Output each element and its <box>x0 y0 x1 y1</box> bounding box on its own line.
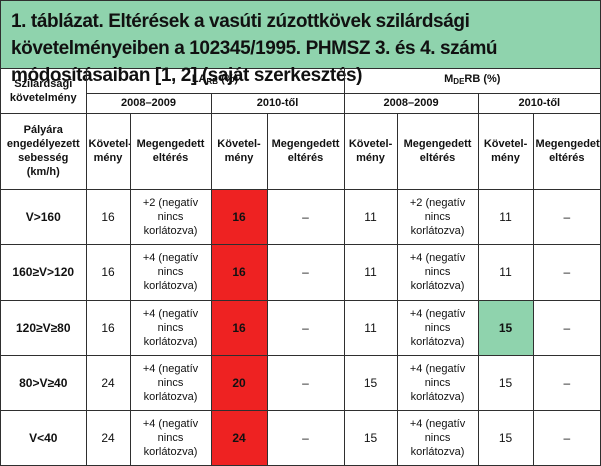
cell: 24 <box>85 354 131 411</box>
speed-cell: 80>V≥40 <box>1 354 87 411</box>
cell: 11 <box>477 243 534 301</box>
la-period-2008: 2008–2009 <box>86 92 212 114</box>
cell: 16 <box>85 188 131 245</box>
cell: +2 (negatív nincs korlátozva) <box>396 188 479 245</box>
header-row-2: 2008–2009 2010-től 2008–2009 2010-től <box>1 92 600 114</box>
col-deviation: Megengedett eltérés <box>532 112 600 190</box>
cell: – <box>532 243 600 301</box>
cell: +4 (negatív nincs korlátozva) <box>396 299 479 356</box>
requirement-header: Szilárdsági követelmény <box>1 69 87 114</box>
la-period-2010: 2010-től <box>210 92 345 114</box>
cell: – <box>532 299 600 356</box>
speed-cell: 160≥V>120 <box>1 243 87 301</box>
cell: 16 <box>85 299 131 356</box>
highlighted-cell: 24 <box>210 409 268 465</box>
table-row: V>160 16 +2 (negatív nincs korlátozva) 1… <box>1 188 600 245</box>
cell: 15 <box>477 409 534 465</box>
cell: +4 (negatív nincs korlátozva) <box>129 243 212 301</box>
speed-header: Pályára engedélyezett sebesség (km/h) <box>1 112 87 190</box>
cell: 16 <box>85 243 131 301</box>
cell: 15 <box>477 354 534 411</box>
cell: – <box>266 354 345 411</box>
table-row: 80>V≥40 24 +4 (negatív nincs korlátozva)… <box>1 354 600 411</box>
highlighted-cell: 20 <box>210 354 268 411</box>
col-deviation: Megengedett eltérés <box>266 112 345 190</box>
cell: 24 <box>85 409 131 465</box>
cell: +4 (negatív nincs korlátozva) <box>396 243 479 301</box>
mde-period-2010: 2010-től <box>477 92 600 114</box>
header-row-3: Pályára engedélyezett sebesség (km/h) Kö… <box>1 112 600 190</box>
la-header: LARB (%) <box>85 69 345 94</box>
cell: +2 (negatív nincs korlátozva) <box>129 188 212 245</box>
cell: 11 <box>477 188 534 245</box>
cell: – <box>532 409 600 465</box>
cell: – <box>266 188 345 245</box>
table-caption: 1. táblázat. Eltérések a vasúti zúzottkö… <box>1 1 600 86</box>
cell: – <box>532 354 600 411</box>
cell: – <box>266 409 345 465</box>
col-requirement: Követel-mény <box>343 112 398 190</box>
cell: 15 <box>343 354 398 411</box>
col-deviation: Megengedett eltérés <box>396 112 479 190</box>
table-row: 160≥V>120 16 +4 (negatív nincs korlátozv… <box>1 243 600 301</box>
requirements-table: Szilárdsági követelmény LARB (%) MDERB (… <box>1 69 600 465</box>
cell: 11 <box>343 299 398 356</box>
cell: 11 <box>343 243 398 301</box>
cell: 15 <box>343 409 398 465</box>
col-deviation: Megengedett eltérés <box>129 112 212 190</box>
highlighted-cell: 16 <box>210 188 268 245</box>
highlighted-cell: 16 <box>210 243 268 301</box>
mde-header: MDERB (%) <box>343 69 600 94</box>
cell: 11 <box>343 188 398 245</box>
speed-cell: 120≥V≥80 <box>1 299 87 356</box>
col-requirement: Követel-mény <box>477 112 534 190</box>
highlighted-cell: 16 <box>210 299 268 356</box>
col-requirement: Követel-mény <box>210 112 268 190</box>
cell: +4 (negatív nincs korlátozva) <box>396 409 479 465</box>
table-row: 120≥V≥80 16 +4 (negatív nincs korlátozva… <box>1 299 600 356</box>
header-row-1: Szilárdsági követelmény LARB (%) MDERB (… <box>1 69 600 114</box>
speed-cell: V>160 <box>1 188 87 245</box>
cell: – <box>266 299 345 356</box>
mde-period-2008: 2008–2009 <box>343 92 479 114</box>
cell: +4 (negatív nincs korlátozva) <box>129 299 212 356</box>
cell: – <box>532 188 600 245</box>
cell: +4 (negatív nincs korlátozva) <box>129 354 212 411</box>
speed-cell: V<40 <box>1 409 87 465</box>
cell: +4 (negatív nincs korlátozva) <box>129 409 212 465</box>
cell: – <box>266 243 345 301</box>
col-requirement: Követel-mény <box>85 112 131 190</box>
table-row: V<40 24 +4 (negatív nincs korlátozva) 24… <box>1 409 600 465</box>
cell: +4 (negatív nincs korlátozva) <box>396 354 479 411</box>
highlighted-cell: 15 <box>477 299 534 356</box>
